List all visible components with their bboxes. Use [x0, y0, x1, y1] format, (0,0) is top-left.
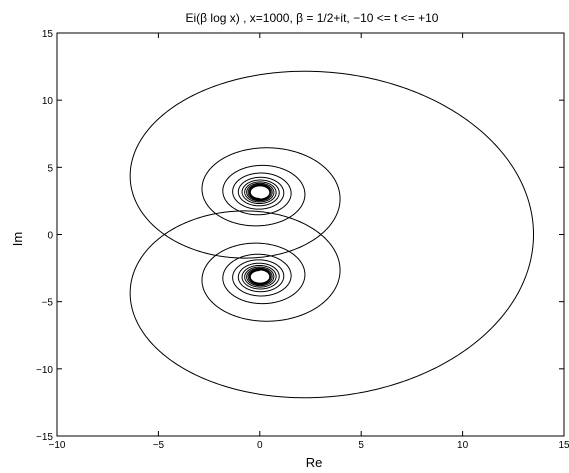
y-tick-label: −5 — [42, 298, 54, 309]
x-axis: −10 −5 0 5 10 15 — [49, 33, 569, 451]
y-axis-label: Im — [10, 232, 25, 246]
x-axis-label: Re — [306, 455, 323, 470]
x-tick-label: 15 — [558, 440, 569, 451]
y-tick-label: 10 — [42, 96, 54, 107]
x-tick-label: −10 — [49, 440, 66, 451]
chart-title: Ei(β log x) , x=1000, β = 1/2+it, −10 <=… — [186, 11, 439, 25]
x-tick-label: 0 — [257, 440, 263, 451]
plot-area — [56, 32, 565, 437]
x-tick-label: −5 — [153, 440, 165, 451]
y-tick-label: 15 — [42, 29, 54, 40]
y-tick-label: −10 — [36, 365, 53, 376]
x-tick-label: 5 — [358, 440, 364, 451]
y-axis: −15 −10 −5 0 5 10 15 — [36, 29, 564, 443]
y-tick-label: 0 — [47, 231, 53, 242]
series-line — [129, 70, 535, 399]
x-tick-label: 10 — [457, 440, 469, 451]
y-tick-label: 5 — [47, 163, 53, 174]
y-tick-label: −15 — [36, 432, 53, 443]
